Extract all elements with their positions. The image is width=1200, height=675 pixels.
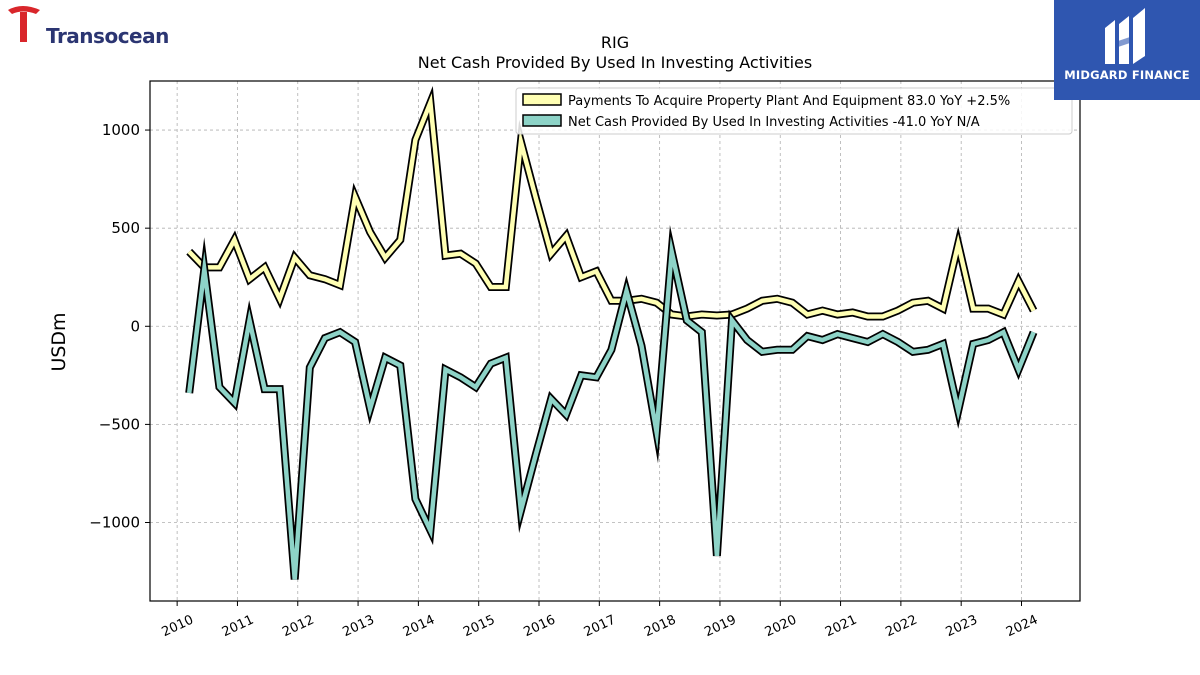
axis-ticks: 2010 2011 2012 2013 2014 2015 2016 2017 2018 2019… [89,121,1040,640]
x-tick-label: 2019 [702,613,738,641]
legend-swatch-payments [522,93,562,106]
legend-label-payments: Payments To Acquire Property Plant And E… [568,94,1010,109]
series-line-payments [187,93,1036,319]
transocean-t-icon [8,6,40,42]
legend-label-net-cash: Net Cash Provided By Used In Investing A… [568,115,980,130]
company-logo: Transocean [6,4,186,48]
y-tick-label: 500 [111,219,140,237]
series-line-net-cash [186,236,1036,580]
x-tick-label: 2024 [1004,613,1040,641]
x-tick-label: 2018 [642,613,678,641]
x-tick-label: 2017 [582,613,618,641]
x-tick-label: 2013 [341,613,377,641]
x-tick-label: 2011 [220,613,256,641]
legend-frame [515,87,1073,135]
publisher-logo: MIDGARD FINANCE [1054,0,1200,100]
y-tick-label: 0 [130,317,140,335]
x-tick-label: 2021 [823,613,859,641]
publisher-name: MIDGARD FINANCE [1064,68,1190,82]
x-tick-label: 2020 [763,613,799,641]
x-tick-label: 2012 [280,613,316,641]
x-tick-label: 2014 [401,613,437,641]
plot-frame [149,80,1081,602]
y-axis-label: USDm [48,312,70,371]
chart-subtitle: Net Cash Provided By Used In Investing A… [418,53,812,72]
y-tick-label: 1000 [102,121,140,139]
midgard-logo-icon [1105,8,1145,64]
x-tick-label: 2016 [521,613,557,641]
legend-swatch-net-cash [522,114,562,127]
x-tick-label: 2022 [883,613,919,641]
y-tick-label: −500 [99,415,140,433]
company-name: Transocean [46,24,169,48]
x-tick-label: 2010 [160,613,196,641]
series-line-payments-outline [186,85,1038,321]
x-tick-label: 2015 [461,613,497,641]
y-tick-label: −1000 [89,514,140,532]
series-layer [185,85,1038,580]
chart-title: RIG [601,33,629,52]
x-tick-label: 2023 [944,613,980,641]
legend: Payments To Acquire Property Plant And E… [515,87,1073,135]
